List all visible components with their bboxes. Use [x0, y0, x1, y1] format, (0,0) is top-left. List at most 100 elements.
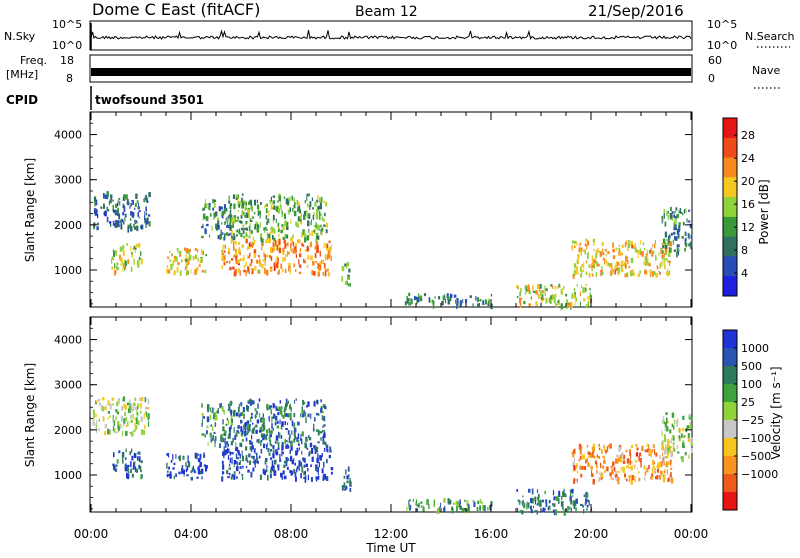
- echo-cell: [297, 200, 299, 204]
- echo-cell: [467, 505, 470, 512]
- echo-cell: [666, 246, 668, 253]
- echo-cell: [254, 414, 257, 419]
- echo-cell: [238, 413, 241, 418]
- echo-cell: [260, 448, 263, 454]
- echo-cell: [662, 477, 664, 482]
- echo-cell: [126, 402, 130, 406]
- echo-cell: [523, 502, 526, 509]
- echo-cell: [585, 260, 588, 264]
- echo-cell: [348, 268, 351, 273]
- echo-cell: [172, 467, 175, 470]
- echo-cell: [276, 420, 279, 424]
- echo-cell: [135, 243, 139, 248]
- echo-cell: [105, 405, 107, 409]
- echo-cell: [245, 270, 247, 277]
- echo-cell: [274, 440, 277, 444]
- echo-cell: [301, 406, 303, 410]
- echo-cell: [267, 238, 271, 244]
- echo-cell: [664, 264, 666, 270]
- echo-cell: [204, 228, 207, 234]
- echo-cell: [119, 254, 121, 261]
- echo-cell: [246, 420, 250, 424]
- echo-cell: [428, 297, 431, 303]
- echo-cell: [302, 244, 305, 247]
- echo-cell: [261, 243, 263, 247]
- echo-cell: [666, 420, 669, 424]
- echo-cell: [279, 201, 281, 208]
- echo-cell: [185, 462, 187, 467]
- echo-cell: [221, 252, 225, 256]
- echo-cell: [641, 251, 644, 257]
- velocity-xticks: [90, 317, 692, 512]
- echo-cell: [347, 466, 350, 472]
- echo-cell: [249, 199, 252, 204]
- echo-cell: [114, 223, 116, 228]
- echo-cell: [212, 407, 214, 413]
- echo-cell: [456, 298, 459, 304]
- echo-cell: [129, 205, 131, 209]
- echo-cell: [107, 209, 110, 212]
- echo-cell: [270, 443, 273, 447]
- echo-cell: [118, 426, 120, 432]
- echo-cell: [290, 442, 293, 447]
- echo-cell: [279, 458, 281, 462]
- echo-cell: [291, 459, 294, 465]
- echo-cell: [138, 210, 141, 213]
- echo-cell: [415, 296, 418, 300]
- echo-cell: [133, 258, 135, 265]
- echo-cell: [531, 497, 534, 504]
- echo-cell: [314, 201, 317, 207]
- echo-cell: [617, 477, 620, 480]
- echo-cell: [284, 421, 286, 425]
- echo-cell: [666, 269, 669, 273]
- echo-cell: [237, 197, 239, 202]
- echo-cell: [667, 438, 670, 445]
- echo-cell: [233, 203, 236, 210]
- echo-cell: [223, 446, 225, 453]
- echo-cell: [130, 419, 133, 423]
- echo-cell: [429, 298, 431, 303]
- echo-cell: [649, 249, 652, 254]
- echo-cell: [628, 478, 630, 482]
- echo-cell: [263, 433, 265, 438]
- echo-cell: [582, 454, 585, 460]
- echo-cell: [249, 424, 251, 431]
- echo-cell: [541, 299, 543, 303]
- echo-cell: [284, 406, 287, 411]
- echo-cell: [187, 260, 190, 265]
- echo-cell: [587, 255, 589, 260]
- velocity-echoes: [92, 396, 693, 516]
- echo-cell: [326, 254, 329, 260]
- echo-cell: [637, 273, 640, 277]
- echo-cell: [269, 200, 272, 204]
- echo-cell: [634, 243, 636, 249]
- echo-cell: [265, 215, 268, 220]
- echo-cell: [679, 427, 681, 432]
- date-title: 21/Sep/2016: [588, 2, 684, 20]
- echo-cell: [583, 508, 585, 514]
- echo-cell: [249, 223, 251, 226]
- echo-cell: [688, 220, 691, 223]
- echo-cell: [131, 431, 134, 437]
- echo-cell: [131, 455, 134, 461]
- echo-cell: [451, 506, 453, 510]
- echo-cell: [309, 243, 312, 248]
- echo-cell: [663, 421, 665, 425]
- echo-cell: [545, 502, 548, 507]
- echo-cell: [115, 203, 117, 208]
- echo-cell: [458, 503, 461, 507]
- echo-cell: [630, 454, 632, 459]
- echo-cell: [260, 202, 262, 205]
- echo-cell: [264, 205, 266, 209]
- echo-cell: [272, 214, 275, 221]
- echo-cell: [224, 442, 227, 448]
- echo-cell: [317, 429, 320, 436]
- echo-cell: [304, 237, 307, 241]
- echo-cell: [446, 296, 450, 300]
- echo-cell: [251, 446, 253, 453]
- echo-cell: [281, 410, 283, 417]
- echo-cell: [293, 263, 296, 268]
- echo-cell: [464, 499, 466, 503]
- echo-cell: [320, 213, 322, 216]
- echo-cell: [244, 428, 247, 432]
